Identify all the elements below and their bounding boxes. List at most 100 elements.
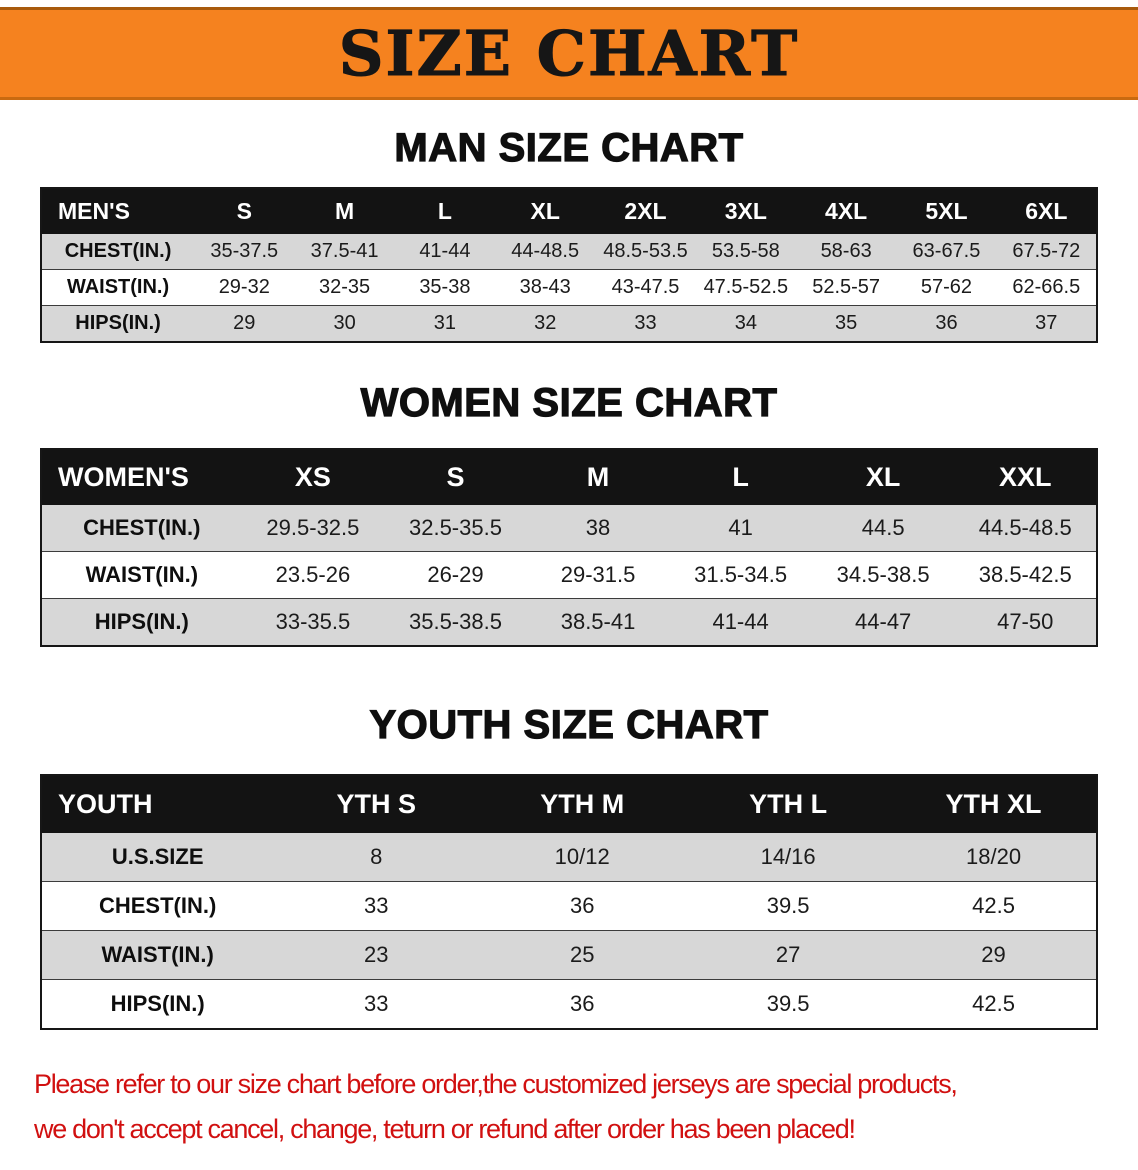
table-row: HIPS(IN.) 33 36 39.5 42.5	[41, 979, 1097, 1029]
table-row: CHEST(IN.) 35-37.5 37.5-41 41-44 44-48.5 48.5…	[41, 234, 1097, 270]
size-value: 42.5	[972, 893, 1015, 918]
size-value: 33	[364, 991, 389, 1016]
size-value: 36	[569, 991, 595, 1016]
measurement-label: U.S.SIZE	[111, 844, 204, 869]
size-value: 34	[734, 312, 757, 334]
size-value: 33	[634, 312, 657, 334]
size-column-header: YTH M	[479, 775, 686, 833]
size-column-header: XL	[495, 188, 596, 234]
size-value: 29-31.5	[560, 562, 636, 587]
measurement-label: HIPS(IN.)	[110, 991, 205, 1016]
youth-size-table: YOUTH YTH S YTH M YTH L YTH XL U.S.SIZE 8 10/12…	[40, 774, 1098, 1030]
size-column-header: YTH XL	[891, 775, 1097, 833]
size-value: 52.5-57	[812, 276, 881, 298]
size-value: 33	[364, 893, 389, 918]
size-value: 44-47	[855, 609, 912, 634]
size-value: 37	[1035, 312, 1058, 334]
size-value: 23	[364, 942, 389, 967]
size-value: 23.5-26	[275, 562, 351, 587]
women-size-heading: WOMEN SIZE CHART	[360, 380, 778, 425]
measurement-label: WAIST(IN.)	[85, 562, 199, 587]
size-value: 30	[333, 312, 356, 334]
size-value: 53.5-58	[711, 240, 780, 262]
size-value: 36	[935, 312, 958, 334]
measurement-label: HIPS(IN.)	[94, 609, 189, 634]
youth-size-section: YOUTH SIZE CHART YOUTH YTH S YTH M YTH L YTH…	[0, 702, 1138, 1030]
table-header-row: YOUTH YTH S YTH M YTH L YTH XL	[41, 775, 1097, 833]
size-value: 35	[835, 312, 858, 334]
size-column-header: XS	[241, 449, 385, 505]
disclaimer: Please refer to our size chart before or…	[0, 1062, 1138, 1170]
size-value: 10/12	[554, 844, 610, 869]
disclaimer-line-1: Please refer to our size chart before or…	[34, 1069, 958, 1099]
size-value: 18/20	[966, 844, 1022, 869]
size-column-header: XXL	[954, 449, 1097, 505]
size-column-header: 2XL	[595, 188, 696, 234]
size-value: 38	[585, 515, 611, 540]
table-row: HIPS(IN.) 29 30 31 32 33 34 35 36 37	[41, 305, 1097, 342]
size-column-header: 3XL	[695, 188, 796, 234]
size-value: 25	[569, 942, 595, 967]
size-column-header: L	[669, 449, 812, 505]
disclaimer-line-2: we don't accept cancel, change, teturn o…	[34, 1114, 856, 1144]
measurement-label: CHEST(IN.)	[83, 515, 201, 540]
size-value: 48.5-53.5	[603, 240, 688, 262]
size-value: 35-37.5	[210, 240, 279, 262]
women-size-section: WOMEN SIZE CHART WOMEN'S XS S M L XL XXL CHEST(…	[0, 380, 1138, 647]
size-column-header: YTH L	[685, 775, 892, 833]
table-row: CHEST(IN.) 33 36 39.5 42.5	[41, 881, 1097, 931]
table-corner-header: WOMEN'S	[41, 449, 242, 505]
size-value: 43-47.5	[611, 276, 680, 298]
size-value: 39.5	[766, 991, 810, 1016]
table-row: WAIST(IN.) 29-32 32-35 35-38 38-43 43-47.5 47.…	[41, 269, 1097, 306]
size-value: 62-66.5	[1012, 276, 1081, 298]
size-chart-title: SIZE CHART	[338, 16, 800, 90]
size-value: 41-44	[419, 240, 471, 262]
size-value: 47-50	[997, 609, 1054, 634]
table-row: WAIST(IN.) 23.5-26 26-29 29-31.5 31.5-34.5 34…	[41, 551, 1097, 599]
size-value: 29	[981, 942, 1006, 967]
size-column-header: S	[194, 188, 295, 234]
mens-size-table: MEN'S S M L XL 2XL 3XL 4XL 5XL 6XL CHEST(IN.) 35-37…	[40, 187, 1098, 343]
size-value: 34.5-38.5	[836, 562, 930, 587]
size-value: 57-62	[920, 276, 973, 298]
size-value: 47.5-52.5	[703, 276, 789, 298]
man-size-heading: MAN SIZE CHART	[394, 125, 744, 170]
size-value: 29	[233, 312, 256, 334]
size-value: 26-29	[427, 562, 484, 587]
table-row: HIPS(IN.) 33-35.5 35.5-38.5 38.5-41 41-44 44-…	[41, 598, 1097, 646]
table-corner-header: MEN'S	[41, 188, 195, 234]
size-value: 35-38	[419, 276, 471, 298]
size-value: 32	[534, 312, 557, 334]
size-column-header: 5XL	[896, 188, 997, 234]
size-value: 29.5-32.5	[266, 515, 360, 540]
womens-size-table: WOMEN'S XS S M L XL XXL CHEST(IN.) 29.5-32.5 32.5…	[40, 448, 1098, 647]
size-value: 41	[728, 515, 753, 540]
size-value: 44-48.5	[511, 240, 580, 262]
size-column-header: 6XL	[996, 188, 1097, 234]
measurement-label: WAIST(IN.)	[66, 276, 170, 298]
table-header-row: MEN'S S M L XL 2XL 3XL 4XL 5XL 6XL	[41, 188, 1097, 234]
size-value: 36	[569, 893, 595, 918]
size-column-header: XL	[811, 449, 955, 505]
size-value: 35.5-38.5	[408, 609, 502, 634]
size-value: 44.5	[861, 515, 905, 540]
size-value: 38-43	[519, 276, 571, 298]
size-value: 14/16	[760, 844, 816, 869]
measurement-label: CHEST(IN.)	[64, 240, 172, 262]
size-column-header: M	[526, 449, 670, 505]
size-value: 67.5-72	[1012, 240, 1081, 262]
table-header-row: WOMEN'S XS S M L XL XXL	[41, 449, 1097, 505]
table-row: CHEST(IN.) 29.5-32.5 32.5-35.5 38 41 44.5 44.5…	[41, 505, 1097, 552]
size-value: 27	[775, 942, 801, 967]
measurement-label: WAIST(IN.)	[101, 942, 214, 967]
man-size-section: MAN SIZE CHART MEN'S S M L XL 2XL 3XL 4XL 5XL 6XL…	[0, 125, 1138, 343]
size-column-header: YTH S	[273, 775, 480, 833]
size-value: 38.5-41	[560, 609, 636, 634]
size-value: 42.5	[972, 991, 1015, 1016]
size-column-header: S	[384, 449, 527, 505]
size-value: 31	[433, 312, 457, 334]
size-value: 31.5-34.5	[694, 562, 788, 587]
size-value: 41-44	[712, 609, 769, 634]
